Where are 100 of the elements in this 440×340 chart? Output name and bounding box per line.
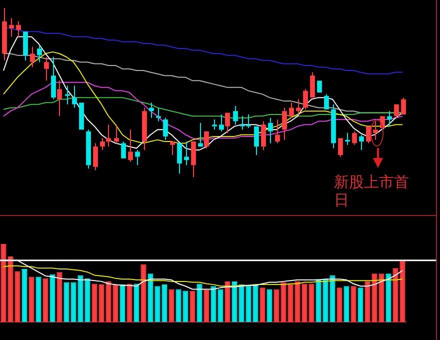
bar [42, 278, 48, 322]
bar [246, 285, 252, 322]
candlestick [57, 80, 62, 117]
bar [294, 281, 300, 322]
candlestick [9, 18, 14, 38]
bar [350, 286, 356, 322]
bar [64, 282, 70, 322]
bar [36, 276, 42, 322]
bar [232, 281, 238, 322]
bar [288, 284, 294, 322]
candlestick [345, 132, 350, 146]
candlestick [106, 124, 111, 148]
bar [358, 288, 364, 322]
bar [204, 290, 210, 322]
bar [106, 281, 112, 322]
bar [154, 286, 160, 322]
bar [302, 284, 308, 322]
bar [316, 279, 322, 322]
bar [168, 289, 174, 322]
candlestick [86, 129, 91, 170]
candlestick [359, 134, 364, 150]
bar [238, 284, 244, 322]
bar [196, 284, 202, 322]
candlestick [303, 88, 308, 110]
candlestick [233, 106, 238, 126]
bar [344, 286, 350, 322]
candlestick [289, 102, 294, 118]
bar [182, 290, 188, 322]
bar [84, 278, 90, 322]
candlestick [100, 138, 105, 150]
candlestick [261, 120, 266, 150]
candlestick [394, 104, 399, 118]
bar [392, 268, 398, 322]
bar [162, 284, 168, 322]
candlestick [204, 131, 209, 149]
bar [400, 260, 406, 322]
candlestick [212, 119, 217, 130]
bar [308, 284, 314, 322]
bar [126, 284, 132, 322]
candlestick [275, 119, 280, 144]
bar [386, 274, 392, 322]
bar [56, 272, 62, 322]
candlestick [225, 112, 230, 134]
bar [92, 284, 98, 322]
candlestick [65, 85, 70, 105]
bar [176, 289, 182, 322]
bar [70, 282, 76, 322]
candlestick [163, 117, 168, 140]
bar [140, 264, 146, 322]
candlestick [16, 21, 21, 38]
candlestick [72, 85, 77, 108]
bar [190, 290, 196, 322]
bar [260, 288, 266, 322]
candlestick [177, 143, 182, 174]
bar [280, 282, 286, 322]
bar [98, 284, 104, 322]
bar [336, 288, 342, 322]
candlestick [268, 117, 273, 144]
bar [22, 268, 28, 322]
bar [252, 284, 258, 322]
bar [218, 289, 224, 322]
bar [274, 289, 280, 322]
bar [112, 284, 118, 322]
candlestick [254, 126, 259, 156]
candlestick [352, 130, 357, 146]
bar [50, 274, 56, 322]
candlestick [191, 142, 196, 178]
bar [120, 284, 126, 322]
candlestick [170, 142, 175, 156]
candlestick [282, 107, 287, 140]
annotation: 新股上市首日 [334, 173, 410, 209]
candlestick [401, 97, 406, 114]
bar [78, 275, 84, 322]
candlestick [37, 44, 42, 63]
candlestick [135, 149, 140, 166]
bar [266, 289, 272, 322]
bar [0, 244, 6, 322]
candlestick [149, 102, 154, 118]
candlestick [23, 32, 28, 61]
bar [210, 286, 216, 322]
candlestick [296, 98, 301, 115]
candlestick [184, 141, 189, 166]
bar [372, 274, 378, 322]
candlestick [310, 72, 315, 98]
candlestick [93, 142, 98, 171]
candlestick [128, 129, 133, 162]
bar [14, 271, 20, 322]
candlestick [324, 94, 329, 110]
candlestick [331, 104, 336, 149]
bar [224, 281, 230, 322]
candlestick [30, 46, 35, 68]
bar [322, 279, 328, 322]
candlestick [114, 126, 119, 144]
candlestick [44, 56, 49, 82]
candlestick [198, 122, 203, 147]
candlestick [219, 114, 224, 132]
candlestick [373, 120, 378, 140]
candlestick [51, 56, 56, 100]
bar [378, 274, 384, 322]
candlestick [2, 8, 7, 61]
